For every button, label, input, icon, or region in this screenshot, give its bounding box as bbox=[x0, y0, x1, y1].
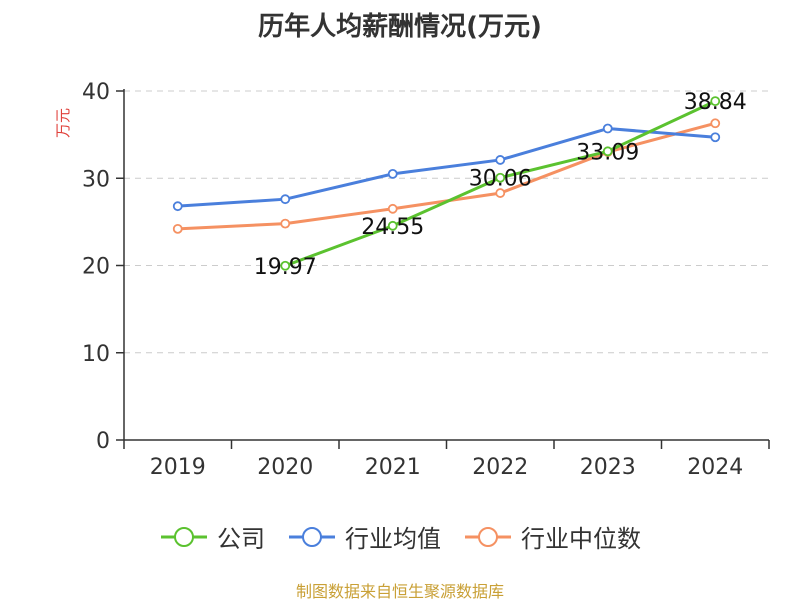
legend-marker-icon bbox=[289, 526, 335, 547]
y-tick-label: 10 bbox=[82, 342, 110, 367]
data-point bbox=[387, 168, 398, 179]
data-point bbox=[280, 260, 291, 271]
y-tick-label: 20 bbox=[82, 255, 110, 280]
y-tick-label: 40 bbox=[82, 80, 110, 105]
legend-label: 行业均值 bbox=[345, 525, 441, 553]
series-line-1 bbox=[177, 127, 716, 208]
data-label: 19.97 bbox=[254, 255, 317, 280]
data-point bbox=[710, 132, 721, 143]
data-label: 24.55 bbox=[361, 215, 424, 240]
data-point bbox=[495, 172, 506, 183]
x-tick-label: 2021 bbox=[365, 455, 421, 480]
x-tick-label: 2020 bbox=[257, 455, 313, 480]
data-point bbox=[280, 194, 291, 205]
data-label: 38.84 bbox=[684, 90, 747, 115]
data-point bbox=[710, 118, 721, 129]
gridlines bbox=[124, 90, 769, 354]
x-tick-label: 2022 bbox=[472, 455, 528, 480]
data-labels: 19.97 24.55 30.06 33.09 38.84 bbox=[254, 90, 747, 280]
data-point bbox=[602, 146, 613, 157]
series-lines bbox=[172, 96, 721, 271]
x-tick-label: 2024 bbox=[687, 455, 743, 480]
data-point bbox=[172, 201, 183, 212]
data-point bbox=[387, 203, 398, 214]
data-point bbox=[495, 188, 506, 198]
data-point bbox=[387, 220, 398, 231]
chart-title: 历年人均薪酬情况(万元) bbox=[258, 12, 542, 42]
legend-label: 行业中位数 bbox=[521, 525, 641, 553]
x-tick-label: 2019 bbox=[150, 455, 206, 480]
data-point bbox=[602, 123, 613, 134]
axes: 0 10 20 30 40 2019 2020 2021 2022 2023 2024 bbox=[82, 80, 770, 480]
y-tick-label: 0 bbox=[96, 429, 110, 454]
y-tick-label: 30 bbox=[82, 167, 110, 192]
legend-item-industry-mean[interactable]: 行业均值 bbox=[287, 519, 441, 554]
y-axis-title: 万元 bbox=[54, 108, 72, 138]
x-tick-label: 2023 bbox=[580, 455, 636, 480]
legend-item-industry-median[interactable]: 行业中位数 bbox=[463, 519, 641, 554]
data-label: 30.06 bbox=[469, 167, 532, 192]
legend-item-company[interactable]: 公司 bbox=[159, 519, 265, 554]
data-point bbox=[710, 96, 721, 107]
data-point bbox=[495, 155, 506, 165]
legend-marker-icon bbox=[161, 526, 207, 547]
source-note: 制图数据来自恒生聚源数据库 bbox=[295, 582, 504, 601]
legend-marker-icon bbox=[465, 526, 511, 547]
data-point bbox=[280, 218, 291, 229]
legend: 公司 行业均值 行业中位数 bbox=[0, 519, 800, 554]
legend-circle bbox=[174, 526, 194, 547]
data-label: 33.09 bbox=[576, 140, 639, 165]
legend-label: 公司 bbox=[217, 525, 265, 553]
data-point bbox=[172, 223, 183, 234]
legend-circle bbox=[302, 526, 322, 547]
legend-circle bbox=[478, 526, 498, 547]
